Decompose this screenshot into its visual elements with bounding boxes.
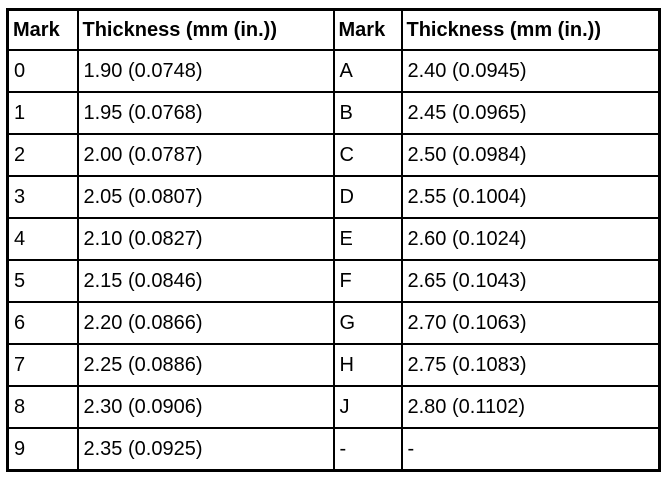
mark-cell: F (332, 259, 403, 303)
mark-cell: D (332, 175, 403, 219)
mark-cell: 7 (6, 343, 79, 387)
mark-cell: B (332, 91, 403, 135)
mark-cell: H (332, 343, 403, 387)
mark-cell: J (332, 385, 403, 429)
thickness-cell: - (400, 427, 661, 472)
thickness-cell: 2.45 (0.0965) (400, 91, 661, 135)
header-row: Mark Thickness (mm (in.)) Mark Thickness (m… (6, 8, 661, 51)
thickness-cell: 2.25 (0.0886) (76, 343, 335, 387)
mark-cell: A (332, 49, 403, 93)
table-row: 1 1.95 (0.0768) B 2.45 (0.0965) (6, 91, 661, 135)
thickness-cell: 2.05 (0.0807) (76, 175, 335, 219)
thickness-cell: 2.15 (0.0846) (76, 259, 335, 303)
mark-cell: E (332, 217, 403, 261)
table-row: 9 2.35 (0.0925) - - (6, 427, 661, 472)
table-row: 2 2.00 (0.0787) C 2.50 (0.0984) (6, 133, 661, 177)
header-cell: Mark (332, 8, 403, 51)
mark-cell: 4 (6, 217, 79, 261)
mark-cell: C (332, 133, 403, 177)
thickness-cell: 2.10 (0.0827) (76, 217, 335, 261)
thickness-cell: 2.35 (0.0925) (76, 427, 335, 472)
thickness-cell: 2.70 (0.1063) (400, 301, 661, 345)
table-row: 0 1.90 (0.0748) A 2.40 (0.0945) (6, 49, 661, 93)
thickness-cell: 1.95 (0.0768) (76, 91, 335, 135)
header-cell: Thickness (mm (in.)) (76, 8, 335, 51)
mark-cell: 9 (6, 427, 79, 472)
mark-cell: 8 (6, 385, 79, 429)
thickness-cell: 2.65 (0.1043) (400, 259, 661, 303)
header-cell: Mark (6, 8, 79, 51)
table-row: 5 2.15 (0.0846) F 2.65 (0.1043) (6, 259, 661, 303)
table-row: 8 2.30 (0.0906) J 2.80 (0.1102) (6, 385, 661, 429)
table-body: 0 1.90 (0.0748) A 2.40 (0.0945) 1 1.95 (0.076… (6, 49, 661, 472)
thickness-cell: 2.20 (0.0866) (76, 301, 335, 345)
table-row: 6 2.20 (0.0866) G 2.70 (0.1063) (6, 301, 661, 345)
mark-cell: 0 (6, 49, 79, 93)
mark-cell: 5 (6, 259, 79, 303)
table-row: 7 2.25 (0.0886) H 2.75 (0.1083) (6, 343, 661, 387)
mark-cell: 1 (6, 91, 79, 135)
thickness-cell: 2.30 (0.0906) (76, 385, 335, 429)
mark-cell: - (332, 427, 403, 472)
mark-cell: G (332, 301, 403, 345)
mark-cell: 6 (6, 301, 79, 345)
thickness-cell: 2.00 (0.0787) (76, 133, 335, 177)
thickness-cell: 1.90 (0.0748) (76, 49, 335, 93)
thickness-cell: 2.40 (0.0945) (400, 49, 661, 93)
table-header: Mark Thickness (mm (in.)) Mark Thickness (m… (6, 8, 661, 51)
mark-cell: 3 (6, 175, 79, 219)
thickness-cell: 2.60 (0.1024) (400, 217, 661, 261)
table-row: 3 2.05 (0.0807) D 2.55 (0.1004) (6, 175, 661, 219)
thickness-table: Mark Thickness (mm (in.)) Mark Thickness (m… (6, 8, 661, 472)
thickness-cell: 2.75 (0.1083) (400, 343, 661, 387)
table-row: 4 2.10 (0.0827) E 2.60 (0.1024) (6, 217, 661, 261)
mark-cell: 2 (6, 133, 79, 177)
thickness-cell: 2.50 (0.0984) (400, 133, 661, 177)
thickness-cell: 2.80 (0.1102) (400, 385, 661, 429)
thickness-cell: 2.55 (0.1004) (400, 175, 661, 219)
header-cell: Thickness (mm (in.)) (400, 8, 661, 51)
